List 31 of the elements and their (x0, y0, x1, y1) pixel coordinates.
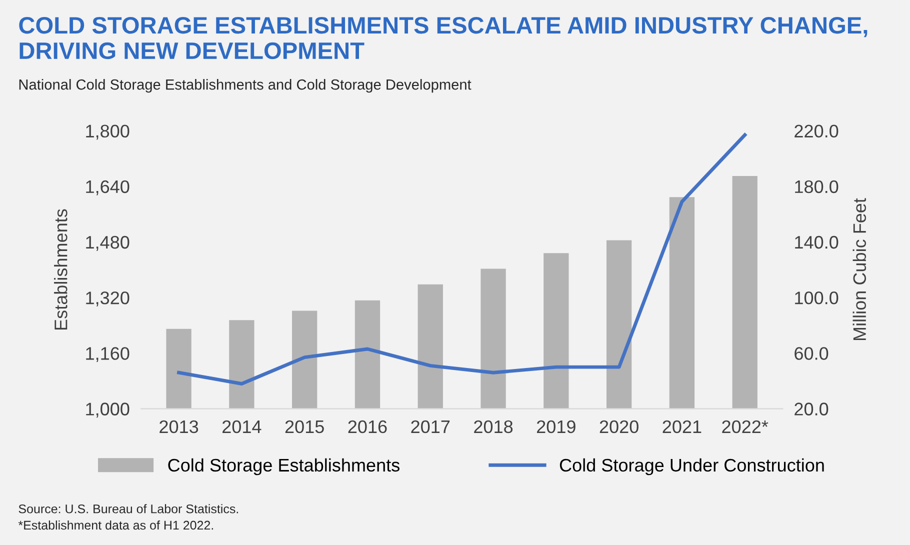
y-tick-label: 1,320 (86, 292, 130, 306)
y-tick-label: 1,160 (86, 347, 130, 362)
legend-label: Cold Storage Under Construction (560, 458, 824, 476)
text: *Establishment data as of H1 2022. (18, 520, 214, 530)
y2-tick-label: 180.0 (795, 180, 838, 194)
x-tick-label: 2016 (348, 420, 387, 434)
y2-axis-title: Million Cubic Feet (852, 198, 866, 340)
y-tick-label: 1,640 (86, 180, 130, 196)
legend-label: Cold Storage Establishments (168, 458, 400, 476)
x-tick-label: 2019 (537, 420, 576, 434)
x-tick-label: 2022* (722, 420, 768, 434)
y-tick-label: 1,000 (86, 402, 130, 418)
y2-tick-label: 220.0 (794, 124, 838, 138)
y-axis-title: Establishments (54, 209, 68, 330)
chart-title: COLD STORAGE ESTABLISHMENTS ESCALATE AMID INDUSTRY CHANGE, DRIVING NEW DEVELOPMENT (19, 16, 868, 60)
y-tick-label: 1,480 (86, 236, 130, 251)
y2-tick-label: 20.0 (794, 402, 828, 416)
x-tick-label: 2017 (411, 420, 450, 434)
y2-tick-label: 140.0 (795, 236, 838, 249)
y-tick-label: 1,800 (86, 124, 130, 140)
x-tick-label: 2014 (222, 420, 262, 434)
y2-tick-label: 100.0 (795, 292, 838, 304)
source-note: Source: U.S. Bureau of Labor Statistics. (18, 504, 238, 514)
x-tick-label: 2018 (474, 420, 513, 434)
x-tick-label: 2015 (285, 420, 324, 434)
x-tick-label: 2020 (600, 420, 638, 434)
chart-subtitle: National Cold Storage Establishments and Cold Storage Development (19, 79, 472, 93)
y2-tick-label: 60.0 (794, 347, 828, 360)
x-tick-label: 2013 (160, 420, 198, 434)
x-tick-label: 2021 (662, 420, 702, 434)
line-series (177, 133, 747, 386)
